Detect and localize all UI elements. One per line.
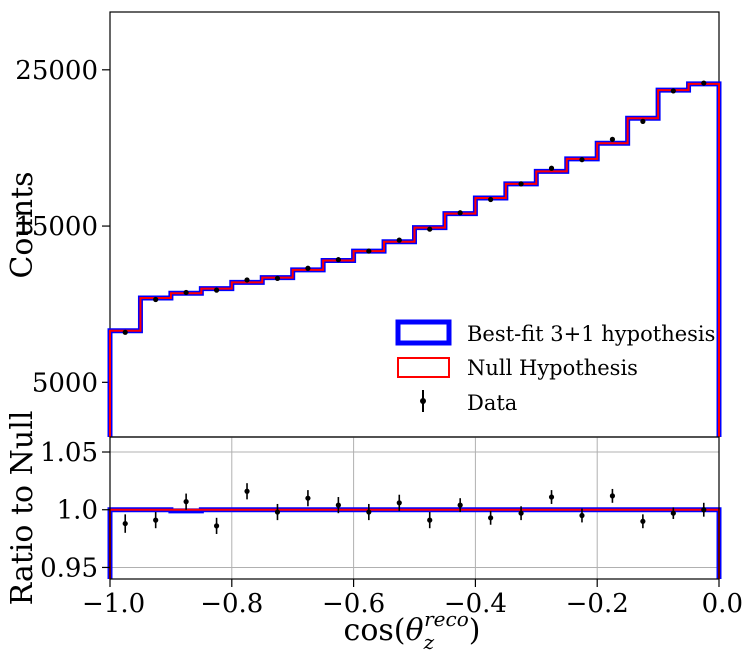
main-data-point [213,287,220,293]
ratio-x-tick-label: −0.2 [566,589,629,619]
ratio-data-point [183,499,189,505]
ratio-data-point [457,502,463,508]
ratio-y-axis-label: Ratio to Null [5,411,40,606]
legend-marker-data [420,390,426,412]
legend-swatch-best-fit [395,319,452,346]
main-y-axis-label: Counts [5,171,40,278]
main-data-point [366,248,372,254]
main-series-null-hypothesis [109,82,720,437]
ratio-x-tick-label: 0.0 [702,589,743,619]
ratio-panel: 0.95 1.0 1.05 −1.0 −0.8 −0.6 −0.4 −0.2 0.0 Rati… [5,411,743,654]
ratio-series-best-fit-3-1-hypothesis [107,507,722,579]
ratio-series-null-hypothesis [109,508,720,579]
main-data-point [701,80,707,86]
legend-label-null: Null Hypothesis [467,356,638,380]
legend: Best-fit 3+1 hypothesis Null Hypothesis … [395,319,715,415]
main-panel: 5000 15000 25000 Counts Best-fit 3+1 hypot… [5,11,722,438]
main-data-point [305,265,311,271]
main-data-point [488,196,494,203]
ratio-data-point [122,520,128,527]
legend-label-data: Data [467,391,517,415]
main-data-point [609,136,616,142]
ratio-histograms [107,507,722,579]
main-histograms [107,81,722,437]
ratio-data-point [427,517,433,523]
ratio-data-point [640,518,646,524]
main-y-tick-label: 25000 [15,56,98,86]
ratio-x-tick-label: −1.0 [82,589,145,619]
main-data-point [640,118,646,124]
main-data-point [670,88,676,94]
ratio-data-point [366,509,372,515]
main-data-point [518,181,524,187]
legend-label-best-fit: Best-fit 3+1 hypothesis [467,322,715,346]
ratio-panel-frame [109,436,720,580]
main-data-point [548,165,555,171]
ratio-x-ticks: −1.0 −0.8 −0.6 −0.4 −0.2 0.0 [82,579,743,619]
ratio-data-point [213,523,220,529]
x-axis-label: cos(θzreco) [344,607,481,654]
ratio-data-point [518,510,524,516]
ratio-data-point [244,488,250,494]
ratio-data-point [548,494,555,500]
main-data-point [153,296,159,303]
ratio-x-tick-label: −0.8 [200,589,263,619]
ratio-y-tick-label: 1.05 [40,438,98,468]
main-data-point [427,226,433,232]
main-y-tick-label: 15000 [15,212,98,242]
ratio-y-tick-label: 0.95 [40,553,98,583]
main-data-point [396,237,402,243]
main-y-tick-label: 5000 [32,368,98,398]
main-data-point [335,257,341,263]
ratio-data-point [701,507,707,513]
ratio-data-point [153,517,159,523]
ratio-data-points [122,483,707,534]
ratio-x-tick-label: −0.4 [444,589,507,619]
ratio-data-point [609,493,616,499]
main-data-point [244,277,250,283]
legend-swatch-null [397,357,450,378]
ratio-x-tick-label: −0.6 [322,589,385,619]
main-data-points [122,80,707,335]
main-data-point [274,275,281,282]
ratio-y-tick-label: 1.0 [57,496,98,526]
ratio-data-point [335,502,341,508]
main-y-ticks: 5000 15000 25000 [15,56,110,398]
ratio-data-point [274,509,281,515]
ratio-y-ticks: 0.95 1.0 1.05 [40,438,110,583]
ratio-data-point [670,510,676,516]
ratio-data-point [396,500,402,506]
ratio-data-point [579,512,585,519]
main-data-point [183,289,189,296]
main-data-point [579,157,585,163]
main-data-point [122,329,128,335]
ratio-data-point [305,495,311,501]
main-data-point [457,210,463,216]
ratio-data-point [488,515,494,521]
